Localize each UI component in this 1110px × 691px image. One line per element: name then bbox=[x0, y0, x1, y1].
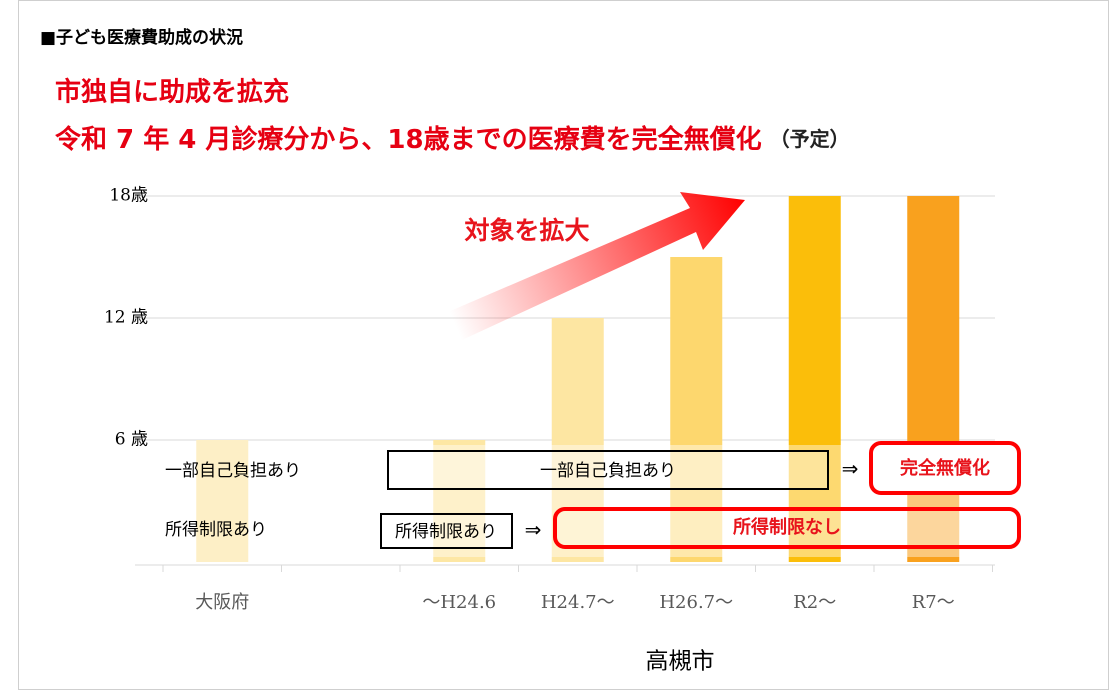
bar bbox=[907, 196, 960, 562]
row-label: 一部自己負担あり bbox=[165, 461, 301, 481]
arrow-label: 対象を拡大 bbox=[464, 216, 589, 245]
box bbox=[380, 513, 513, 549]
subtitle-main: 令和 7 年 4 月診療分から、18歳までの医療費を完全無償化 bbox=[55, 124, 762, 155]
bar bbox=[196, 440, 249, 562]
x-tick-label: ～H24.6 bbox=[422, 592, 496, 613]
frame bbox=[18, 0, 1109, 690]
overlay: 対象を拡大 一部自己負担あり 所得制限あり 一部自己負担あり ⇒ 完全無償化 所… bbox=[165, 192, 1021, 675]
bar bbox=[670, 257, 723, 562]
box-label: 一部自己負担あり bbox=[540, 461, 676, 481]
x-tick-label: 大阪府 bbox=[195, 592, 249, 613]
y-tick-label: 12 歳 bbox=[104, 308, 148, 328]
bar bbox=[433, 440, 486, 562]
subtitle: 令和 7 年 4 月診療分から、18歳までの医療費を完全無償化 （予定） bbox=[55, 124, 850, 155]
row-label: 所得制限あり bbox=[165, 520, 267, 540]
header: ■子ども医療費助成の状況 bbox=[40, 27, 243, 48]
y-tick-label: 6 歳 bbox=[115, 430, 148, 450]
x-axis-label: 高槻市 bbox=[646, 649, 715, 675]
arrow-symbol: ⇒ bbox=[525, 518, 542, 542]
y-tick-label: 18歳 bbox=[109, 186, 148, 206]
x-tick-label: H24.7～ bbox=[541, 592, 615, 613]
x-tick-label: H26.7～ bbox=[659, 592, 733, 613]
box-label: 所得制限あり bbox=[395, 522, 497, 542]
red-box bbox=[869, 441, 1021, 495]
expand-arrow bbox=[448, 192, 745, 340]
red-box bbox=[553, 507, 1021, 549]
subtitle-note: （予定） bbox=[770, 127, 850, 151]
x-tick-label: R2～ bbox=[793, 592, 836, 613]
box-label: 所得制限なし bbox=[733, 516, 841, 538]
x-tick-label: R7～ bbox=[912, 592, 955, 613]
bar bbox=[788, 196, 841, 562]
chart-title: 市独自に助成を拡充 bbox=[55, 77, 289, 108]
box-label: 完全無償化 bbox=[900, 457, 990, 479]
arrow-symbol: ⇒ bbox=[842, 457, 859, 481]
bar bbox=[551, 318, 604, 562]
box bbox=[387, 450, 829, 490]
